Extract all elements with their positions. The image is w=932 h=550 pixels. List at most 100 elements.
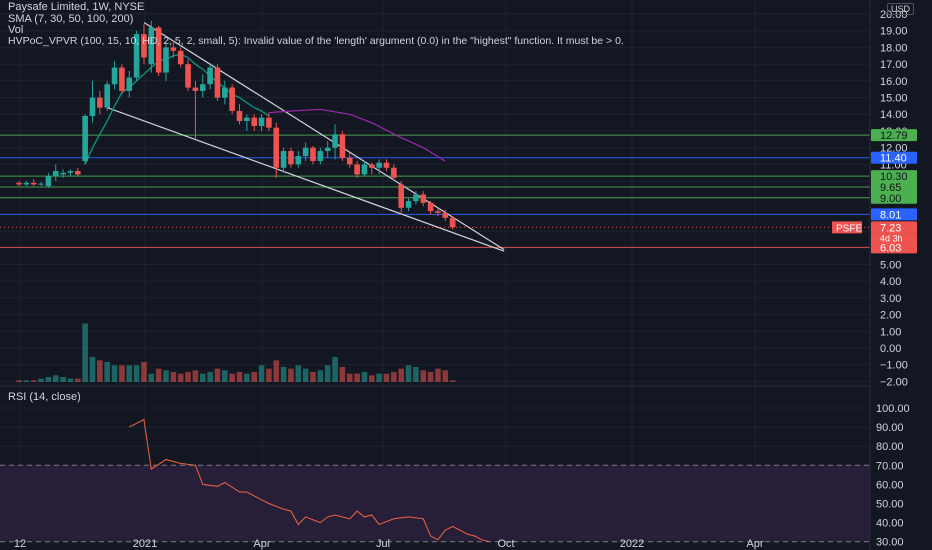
- rsi-band-fill: [0, 465, 870, 542]
- candle-body: [383, 162, 390, 168]
- volume-bar: [427, 371, 434, 382]
- volume-bar: [251, 371, 257, 382]
- volume-bar: [229, 373, 235, 382]
- price-tag-11.40: 11.40: [880, 153, 907, 165]
- rsi-tick: 100.00: [876, 403, 910, 415]
- price-tick: 14.00: [880, 109, 908, 121]
- volume-bar: [67, 378, 74, 382]
- price-tick: 0.00: [880, 343, 901, 355]
- candle-body: [295, 156, 302, 165]
- candle-body: [133, 34, 140, 78]
- rsi-tick: 70.00: [876, 460, 904, 472]
- vol-legend[interactable]: Vol: [8, 24, 24, 36]
- candle-body: [141, 34, 147, 58]
- candle-body: [258, 117, 265, 126]
- volume-bar: [376, 373, 382, 382]
- candle-body: [155, 27, 162, 73]
- symbol-title[interactable]: Paysafe Limited, 1W, NYSE: [8, 1, 145, 13]
- candle-body: [192, 87, 199, 91]
- rsi-tick: 40.00: [876, 518, 904, 530]
- price-tag-12.79: 12.79: [880, 130, 908, 142]
- trendline-2: [106, 107, 505, 252]
- volume-bar: [442, 370, 449, 382]
- volume-bar: [119, 365, 125, 382]
- volume-bars: [16, 323, 456, 382]
- candle-body: [435, 211, 441, 213]
- candle-body: [280, 151, 287, 168]
- price-tick: 12.00: [880, 143, 908, 155]
- candle-body: [148, 27, 155, 65]
- volume-bar: [266, 368, 272, 382]
- candle-body: [361, 164, 368, 175]
- volume-bar: [170, 371, 177, 382]
- price-tick: −1.00: [880, 360, 908, 372]
- candle-body: [23, 182, 30, 185]
- candle-body: [251, 117, 257, 126]
- candle-body: [111, 67, 118, 85]
- candle-body: [236, 110, 243, 121]
- price-tag-9.00: 9.00: [880, 193, 901, 205]
- candle-body: [16, 182, 22, 185]
- volume-bar: [75, 378, 81, 382]
- rsi-tick: 80.00: [876, 441, 904, 453]
- volume-bar: [317, 370, 324, 382]
- volume-bar: [398, 368, 404, 382]
- candle-body: [427, 202, 434, 212]
- price-tag-6.03-bg: [871, 241, 917, 254]
- sma-legend[interactable]: SMA (7, 30, 50, 100, 200): [8, 13, 134, 25]
- volume-bar: [16, 380, 22, 382]
- trendlines[interactable]: [106, 21, 505, 252]
- candle-body: [273, 127, 280, 168]
- volume-bar: [420, 370, 427, 382]
- price-tag-9.65: 9.65: [880, 182, 901, 194]
- volume-bar: [391, 371, 397, 382]
- currency-label[interactable]: USD: [887, 3, 915, 15]
- candle-body: [177, 50, 184, 65]
- price-tick: 16.00: [880, 76, 908, 88]
- candle-body: [266, 117, 272, 128]
- volume-bar: [133, 365, 140, 382]
- candle-body: [170, 47, 177, 51]
- volume-bar: [222, 370, 228, 382]
- time-tick: 2021: [133, 538, 157, 550]
- volume-bar: [214, 368, 221, 382]
- volume-bar: [324, 365, 331, 382]
- rsi-tick: 50.00: [876, 499, 904, 511]
- volume-bar: [361, 371, 368, 382]
- volume-bar: [126, 365, 133, 382]
- price-tick: 20.00: [880, 9, 908, 21]
- price-tag-8.01: 8.01: [880, 209, 901, 221]
- rsi-tick: 60.00: [876, 479, 904, 491]
- volume-bar: [280, 366, 287, 382]
- candle-body: [332, 134, 338, 148]
- price-tick: 19.00: [880, 26, 908, 38]
- volume-bar: [332, 356, 338, 382]
- volume-bar: [413, 366, 419, 382]
- countdown-label: 4d 3h: [880, 233, 903, 243]
- sma-lines: [84, 53, 446, 165]
- price-tick: −2.00: [880, 376, 908, 388]
- candle-body: [244, 117, 250, 121]
- volume-bar: [258, 365, 265, 382]
- volume-bar: [30, 380, 37, 382]
- rsi-legend[interactable]: RSI (14, close): [8, 391, 81, 403]
- volume-bar: [192, 370, 199, 382]
- volume-bar: [104, 361, 110, 382]
- candle-body: [413, 194, 419, 202]
- candle-body: [75, 171, 81, 175]
- candle-body: [30, 182, 37, 185]
- ticker-tag: PSFE: [836, 223, 862, 234]
- candle-body: [369, 164, 375, 168]
- volume-bar: [435, 368, 441, 382]
- time-tick: Jul: [376, 538, 390, 550]
- candle-body: [302, 147, 309, 157]
- volume-bar: [273, 360, 280, 382]
- price-tag-6.03: 6.03: [880, 242, 901, 254]
- price-level-lines: [0, 134, 870, 248]
- volume-bar: [383, 373, 390, 382]
- volume-bar: [111, 365, 118, 382]
- volume-bar: [52, 375, 59, 382]
- volume-bar: [23, 380, 30, 382]
- hvpoc-legend[interactable]: HVPoC_VPVR (100, 15, 10, HD, 2, 5, 2, sm…: [8, 35, 624, 47]
